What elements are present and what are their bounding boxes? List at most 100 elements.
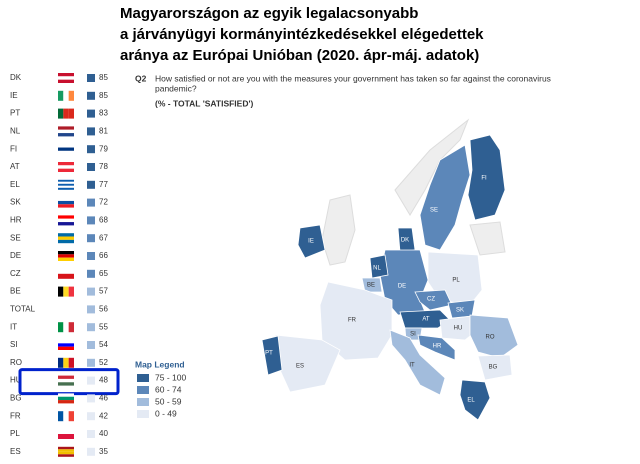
flag-stripe <box>58 273 74 279</box>
value-label: 78 <box>99 162 108 171</box>
flag-stripe <box>63 286 69 297</box>
value-label: 52 <box>99 358 108 367</box>
value-swatch <box>87 234 95 243</box>
country-code: NL <box>10 127 21 136</box>
flag-stripe <box>63 322 69 333</box>
country-code: DK <box>10 73 22 82</box>
flag-stripe <box>63 108 69 119</box>
value-swatch <box>87 287 95 296</box>
country-label: BE <box>367 283 375 289</box>
question-line: How satisfied or not are you with the me… <box>155 73 551 83</box>
value-label: 56 <box>99 305 108 314</box>
flag-stripe <box>58 197 74 201</box>
title: Magyarországon az egyik legalacsonyabb a … <box>120 5 484 64</box>
value-swatch <box>87 341 95 349</box>
flag-stripe <box>58 181 74 184</box>
value-label: 35 <box>99 447 108 456</box>
flag-stripe <box>68 108 74 119</box>
country-code: SE <box>10 233 21 242</box>
country <box>319 281 393 361</box>
flag-stripe <box>58 396 74 401</box>
flag-stripe <box>58 239 74 244</box>
legend: 75 - 100 60 - 74 50 - 59 0 - 49 <box>137 372 186 418</box>
flag-stripe <box>58 393 74 397</box>
legend-swatch <box>137 386 149 394</box>
value-swatch <box>87 198 95 207</box>
title-line: Magyarországon az egyik legalacsonyabb <box>120 5 418 22</box>
country-list: DK 85 IE 85 PT 83 NL 81 FI 79 AT 78 EL 77 SK 72 HR 68 SE 67… <box>10 73 120 457</box>
country <box>261 335 283 376</box>
country-label: BG <box>489 365 498 371</box>
country-label: PT <box>265 351 273 357</box>
country-label: IT <box>409 363 415 369</box>
value-swatch <box>87 163 95 171</box>
legend-swatch <box>137 398 149 406</box>
country-code: ES <box>10 447 21 456</box>
value-swatch <box>87 127 95 136</box>
value-label: 55 <box>99 322 108 331</box>
legend-swatch <box>137 374 149 382</box>
country-code: BE <box>10 287 21 296</box>
country-label: FI <box>481 176 487 182</box>
question: How satisfied or not are you with the me… <box>155 73 551 93</box>
flag-stripe <box>58 378 74 383</box>
country-label: HR <box>433 344 442 350</box>
value-label: 48 <box>99 376 108 385</box>
value-label: 42 <box>99 411 108 420</box>
flag-stripe <box>58 129 74 134</box>
flag-stripe <box>58 411 64 422</box>
flag-stripe <box>63 411 69 422</box>
country-label: RO <box>486 335 495 341</box>
country-label: ES <box>296 364 304 370</box>
flag-stripe <box>58 346 74 350</box>
country-label: DK <box>401 238 409 244</box>
country-code: TOTAL <box>10 305 36 314</box>
flag-stripe <box>58 251 74 255</box>
flag-stripe <box>58 90 64 101</box>
country-code: EL <box>10 180 20 189</box>
legend-title: Map Legend <box>135 359 185 369</box>
flag-stripe <box>58 340 74 344</box>
flag-stripe <box>58 144 74 148</box>
title-line: a járványügyi kormányintézkedésekkel elé… <box>120 26 484 43</box>
country-code: PL <box>10 429 20 438</box>
value-swatch <box>87 376 95 385</box>
non-eu <box>321 118 506 266</box>
country-code: DE <box>10 251 21 260</box>
flag-stripe <box>58 446 74 450</box>
flag-stripe <box>58 382 74 386</box>
country-label: FR <box>348 318 357 324</box>
country <box>477 354 513 381</box>
flag-stripe <box>58 236 74 240</box>
flag-stripe <box>58 179 74 182</box>
country-code: SI <box>10 340 18 349</box>
value-swatch <box>87 394 95 403</box>
value-swatch <box>87 216 95 225</box>
flag-stripe <box>58 215 74 219</box>
legend-label: 75 - 100 <box>155 372 186 382</box>
flag-stripe <box>58 254 74 258</box>
flag-stripe <box>68 286 74 297</box>
value-label: 66 <box>99 251 108 260</box>
flag-stripe <box>58 165 74 169</box>
flag-stripe <box>68 322 74 333</box>
value-swatch <box>87 305 95 314</box>
flag-stripe <box>58 183 74 186</box>
country-label: CZ <box>427 297 435 303</box>
title-line: aránya az Európai Unióban (2020. ápr-máj… <box>120 47 479 64</box>
flag-stripe <box>58 218 74 223</box>
flag-stripe <box>58 375 74 379</box>
map: FI SE DK IE DE NL BE PL CZ SK AT HU SI HR RO BG FR ES PT IT… <box>261 134 519 421</box>
country-label: SI <box>410 332 416 338</box>
background-land <box>321 194 356 266</box>
legend-label: 50 - 59 <box>155 396 182 406</box>
value-swatch <box>87 180 95 189</box>
value-label: 68 <box>99 216 108 225</box>
country-label: EL <box>467 398 475 404</box>
flag-stripe <box>58 434 74 439</box>
flag-stripe <box>58 133 74 137</box>
flag-stripe <box>58 429 74 434</box>
flag-stripe <box>58 187 74 190</box>
flag-stripe <box>58 126 74 130</box>
flag-stripe <box>58 168 74 172</box>
